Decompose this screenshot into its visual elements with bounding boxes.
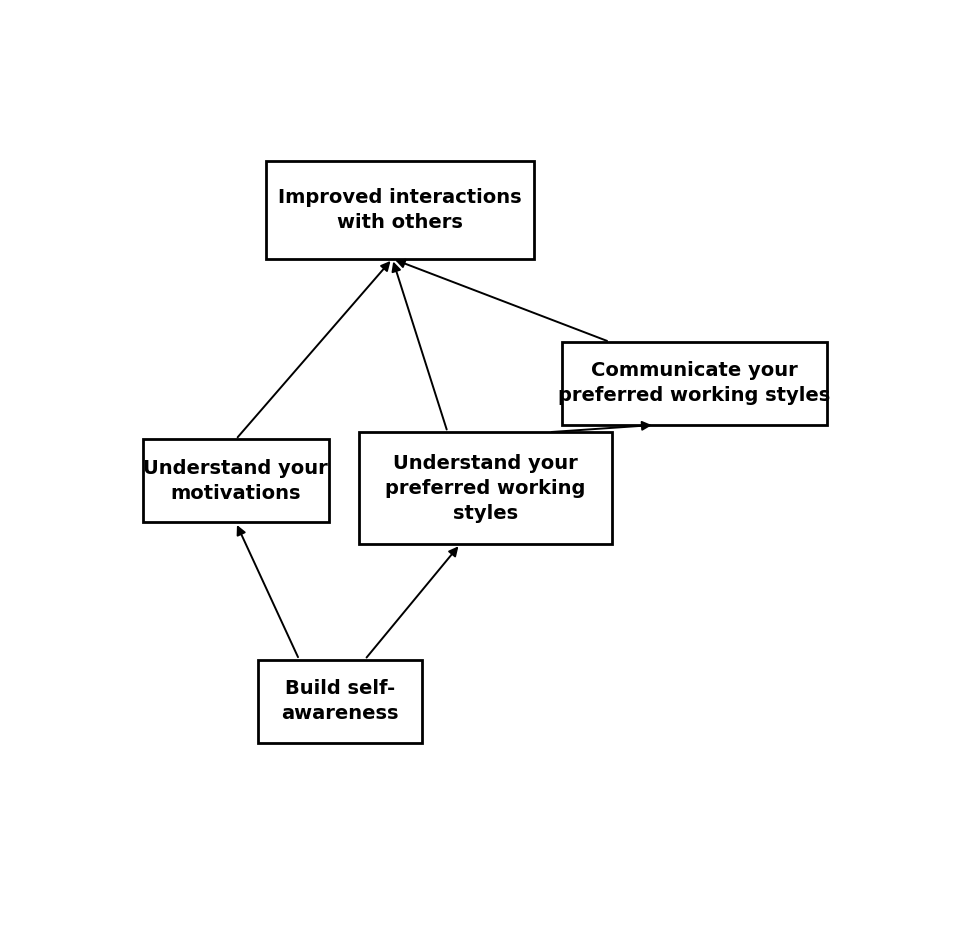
FancyBboxPatch shape bbox=[258, 659, 422, 743]
Text: Communicate your
preferred working styles: Communicate your preferred working style… bbox=[557, 361, 829, 405]
FancyBboxPatch shape bbox=[561, 341, 825, 425]
Text: Understand your
preferred working
styles: Understand your preferred working styles bbox=[385, 454, 585, 522]
FancyBboxPatch shape bbox=[142, 439, 329, 522]
Text: Improved interactions
with others: Improved interactions with others bbox=[278, 188, 521, 232]
Text: Understand your
motivations: Understand your motivations bbox=[143, 459, 328, 503]
FancyBboxPatch shape bbox=[358, 432, 611, 544]
Text: Build self-
awareness: Build self- awareness bbox=[282, 679, 399, 723]
FancyBboxPatch shape bbox=[265, 161, 533, 259]
